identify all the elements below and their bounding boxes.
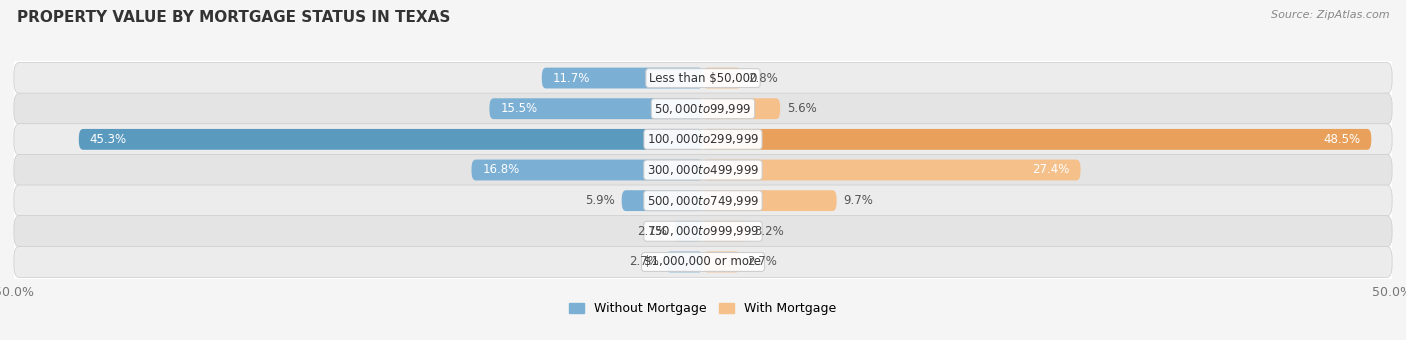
FancyBboxPatch shape [703, 98, 780, 119]
Text: 9.7%: 9.7% [844, 194, 873, 207]
FancyBboxPatch shape [673, 221, 703, 242]
Legend: Without Mortgage, With Mortgage: Without Mortgage, With Mortgage [564, 298, 842, 320]
Text: 16.8%: 16.8% [482, 164, 520, 176]
FancyBboxPatch shape [541, 68, 703, 88]
Text: 45.3%: 45.3% [90, 133, 127, 146]
FancyBboxPatch shape [489, 98, 703, 119]
FancyBboxPatch shape [703, 221, 747, 242]
Text: 3.2%: 3.2% [754, 225, 783, 238]
FancyBboxPatch shape [14, 93, 1392, 124]
FancyBboxPatch shape [703, 190, 837, 211]
FancyBboxPatch shape [703, 68, 741, 88]
Text: 5.9%: 5.9% [585, 194, 614, 207]
Text: 48.5%: 48.5% [1323, 133, 1360, 146]
FancyBboxPatch shape [703, 159, 1081, 181]
FancyBboxPatch shape [14, 246, 1392, 277]
FancyBboxPatch shape [703, 129, 1371, 150]
Text: 2.1%: 2.1% [637, 225, 668, 238]
Text: PROPERTY VALUE BY MORTGAGE STATUS IN TEXAS: PROPERTY VALUE BY MORTGAGE STATUS IN TEX… [17, 10, 450, 25]
Text: 15.5%: 15.5% [501, 102, 537, 115]
Text: $50,000 to $99,999: $50,000 to $99,999 [654, 102, 752, 116]
FancyBboxPatch shape [14, 124, 1392, 155]
Text: 2.7%: 2.7% [628, 255, 659, 269]
Text: 27.4%: 27.4% [1032, 164, 1070, 176]
Text: $500,000 to $749,999: $500,000 to $749,999 [647, 194, 759, 208]
FancyBboxPatch shape [471, 159, 703, 181]
Text: 2.7%: 2.7% [747, 255, 778, 269]
Text: 5.6%: 5.6% [787, 102, 817, 115]
FancyBboxPatch shape [79, 129, 703, 150]
FancyBboxPatch shape [666, 252, 703, 272]
Text: $100,000 to $299,999: $100,000 to $299,999 [647, 132, 759, 146]
Text: 11.7%: 11.7% [553, 71, 591, 85]
Text: 2.8%: 2.8% [748, 71, 778, 85]
FancyBboxPatch shape [14, 216, 1392, 247]
Text: $750,000 to $999,999: $750,000 to $999,999 [647, 224, 759, 238]
FancyBboxPatch shape [621, 190, 703, 211]
FancyBboxPatch shape [14, 63, 1392, 94]
Text: Source: ZipAtlas.com: Source: ZipAtlas.com [1271, 10, 1389, 20]
FancyBboxPatch shape [703, 252, 740, 272]
Text: Less than $50,000: Less than $50,000 [648, 71, 758, 85]
FancyBboxPatch shape [14, 154, 1392, 186]
Text: $300,000 to $499,999: $300,000 to $499,999 [647, 163, 759, 177]
FancyBboxPatch shape [14, 185, 1392, 216]
Text: $1,000,000 or more: $1,000,000 or more [644, 255, 762, 269]
